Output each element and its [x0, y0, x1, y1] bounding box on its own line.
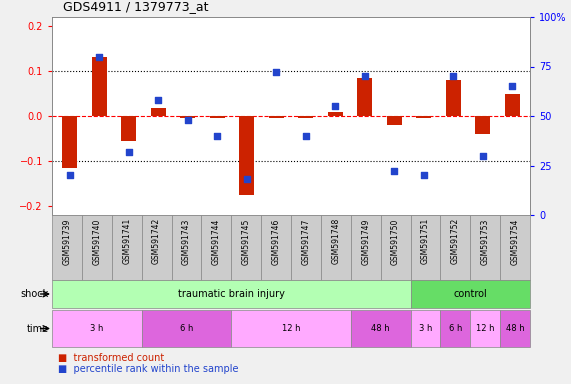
- Bar: [142, 215, 171, 280]
- Bar: [411, 215, 440, 280]
- Bar: [151, 108, 166, 116]
- Text: shock: shock: [21, 289, 49, 299]
- Text: time: time: [27, 323, 49, 333]
- Text: 3 h: 3 h: [90, 324, 103, 333]
- Text: GSM591748: GSM591748: [331, 218, 340, 265]
- Point: [95, 53, 104, 60]
- Bar: [440, 215, 471, 280]
- Bar: [500, 215, 530, 280]
- Point: [272, 70, 281, 76]
- Point: [301, 133, 310, 139]
- Text: GSM591739: GSM591739: [62, 218, 71, 265]
- Bar: [387, 116, 401, 125]
- Text: ■  transformed count: ■ transformed count: [58, 353, 164, 362]
- Text: traumatic brain injury: traumatic brain injury: [178, 289, 285, 299]
- Text: 6 h: 6 h: [449, 324, 462, 333]
- Text: 12 h: 12 h: [476, 324, 494, 333]
- Bar: [142, 310, 231, 347]
- Bar: [180, 116, 195, 118]
- Point: [212, 133, 222, 139]
- Text: GSM591741: GSM591741: [122, 218, 131, 265]
- Text: GSM591749: GSM591749: [361, 218, 370, 265]
- Bar: [202, 215, 231, 280]
- Point: [183, 117, 192, 123]
- Point: [331, 103, 340, 109]
- Text: GSM591753: GSM591753: [481, 218, 490, 265]
- Text: GSM591747: GSM591747: [301, 218, 311, 265]
- Bar: [82, 215, 112, 280]
- Bar: [321, 215, 351, 280]
- Point: [419, 172, 428, 179]
- Text: GSM591742: GSM591742: [152, 218, 161, 265]
- Bar: [52, 280, 411, 308]
- Bar: [171, 215, 202, 280]
- Text: GSM591745: GSM591745: [242, 218, 251, 265]
- Point: [65, 172, 74, 179]
- Text: ■  percentile rank within the sample: ■ percentile rank within the sample: [58, 364, 238, 374]
- Point: [478, 152, 488, 159]
- Point: [389, 168, 399, 174]
- Bar: [505, 93, 520, 116]
- Bar: [122, 116, 136, 141]
- Bar: [411, 280, 530, 308]
- Text: GSM591744: GSM591744: [212, 218, 221, 265]
- Bar: [269, 116, 284, 118]
- Bar: [92, 58, 107, 116]
- Bar: [471, 215, 500, 280]
- Bar: [500, 310, 530, 347]
- Text: 12 h: 12 h: [282, 324, 300, 333]
- Bar: [381, 215, 411, 280]
- Point: [360, 73, 369, 79]
- Bar: [357, 78, 372, 116]
- Point: [508, 83, 517, 89]
- Bar: [351, 215, 381, 280]
- Point: [124, 149, 133, 155]
- Text: 6 h: 6 h: [180, 324, 193, 333]
- Text: GDS4911 / 1379773_at: GDS4911 / 1379773_at: [63, 0, 209, 13]
- Bar: [328, 111, 343, 116]
- Bar: [261, 215, 291, 280]
- Bar: [351, 310, 411, 347]
- Bar: [112, 215, 142, 280]
- Text: 48 h: 48 h: [371, 324, 390, 333]
- Text: GSM591740: GSM591740: [93, 218, 101, 265]
- Bar: [239, 116, 254, 195]
- Bar: [210, 116, 224, 118]
- Point: [242, 176, 251, 182]
- Bar: [440, 310, 471, 347]
- Bar: [231, 310, 351, 347]
- Bar: [446, 80, 461, 116]
- Bar: [231, 215, 261, 280]
- Point: [449, 73, 458, 79]
- Text: GSM591752: GSM591752: [451, 218, 460, 265]
- Text: 3 h: 3 h: [419, 324, 432, 333]
- Bar: [52, 310, 142, 347]
- Text: GSM591750: GSM591750: [391, 218, 400, 265]
- Point: [154, 97, 163, 103]
- Bar: [291, 215, 321, 280]
- Text: GSM591746: GSM591746: [272, 218, 280, 265]
- Bar: [52, 215, 82, 280]
- Bar: [471, 310, 500, 347]
- Text: control: control: [453, 289, 487, 299]
- Text: GSM591743: GSM591743: [182, 218, 191, 265]
- Text: GSM591754: GSM591754: [510, 218, 520, 265]
- Bar: [62, 116, 77, 168]
- Bar: [411, 310, 440, 347]
- Bar: [416, 116, 431, 118]
- Bar: [476, 116, 490, 134]
- Bar: [299, 116, 313, 118]
- Text: GSM591751: GSM591751: [421, 218, 430, 265]
- Text: 48 h: 48 h: [506, 324, 524, 333]
